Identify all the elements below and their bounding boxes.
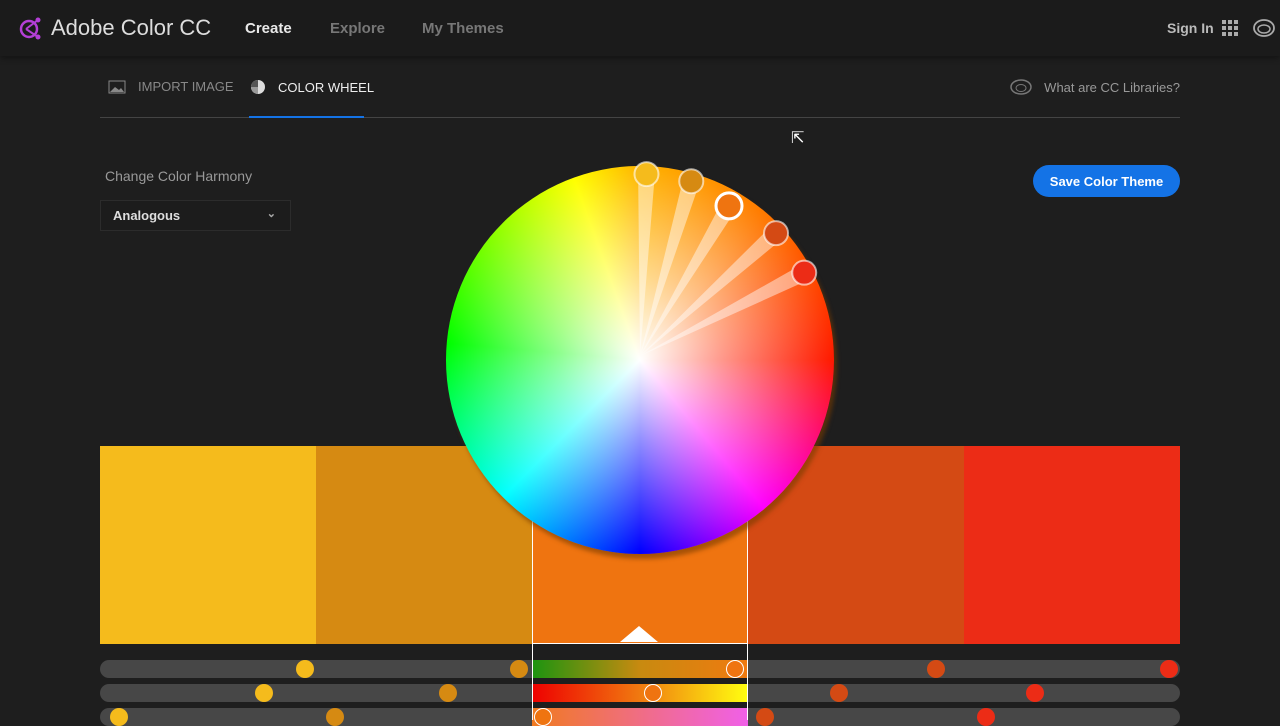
slider-handle[interactable] xyxy=(296,660,315,678)
sign-in-link[interactable]: Sign In xyxy=(1167,20,1214,36)
slider-handle[interactable] xyxy=(1026,684,1045,702)
save-color-theme-button[interactable]: Save Color Theme xyxy=(1033,165,1180,197)
slider-handle[interactable] xyxy=(726,660,745,678)
active-tab-indicator xyxy=(249,116,364,118)
creative-cloud-icon xyxy=(1010,79,1032,95)
mouse-cursor-icon: ⇱ xyxy=(791,130,805,147)
slider-handle[interactable] xyxy=(829,684,848,702)
chevron-down-icon: ⌄ xyxy=(266,208,276,220)
nav-my-themes[interactable]: My Themes xyxy=(422,20,504,37)
harmony-label: Change Color Harmony xyxy=(105,168,253,184)
slider-handle[interactable] xyxy=(756,708,775,726)
cc-libraries-text: What are CC Libraries? xyxy=(1044,79,1180,95)
nav-explore[interactable]: Explore xyxy=(330,20,386,37)
cc-libraries-link[interactable]: What are CC Libraries? xyxy=(1010,79,1180,95)
top-bar: Adobe Color CC Create Explore My Themes … xyxy=(0,0,1280,56)
swatch-1[interactable] xyxy=(100,446,316,644)
active-swatch-indicator xyxy=(620,626,658,642)
harmony-value: Analogous xyxy=(113,208,181,223)
creative-cloud-icon[interactable] xyxy=(1252,17,1276,39)
slider-handle[interactable] xyxy=(976,708,995,726)
mode-tabs: IMPORT IMAGE COLOR WHEEL What are CC Lib… xyxy=(100,70,1180,118)
swatch-5[interactable] xyxy=(964,446,1180,644)
slider-handle[interactable] xyxy=(438,684,457,702)
slider-handle[interactable] xyxy=(643,684,662,702)
image-icon xyxy=(108,80,126,93)
slider-row-2 xyxy=(100,684,1180,702)
brand-title[interactable]: Adobe Color CC xyxy=(51,15,212,40)
color-wheel-icon xyxy=(251,80,265,94)
color-wheel[interactable] xyxy=(446,166,834,554)
adobe-color-logo-icon[interactable] xyxy=(18,16,42,40)
active-column-outline xyxy=(532,644,748,720)
tab-color-wheel[interactable]: COLOR WHEEL xyxy=(250,79,374,95)
nav-create[interactable]: Create xyxy=(245,20,292,37)
active-slider-gradient xyxy=(532,660,748,678)
slider-handle[interactable] xyxy=(926,660,945,678)
slider-row-1 xyxy=(100,660,1180,678)
slider-handle[interactable] xyxy=(326,708,345,726)
tab-import-image[interactable]: IMPORT IMAGE xyxy=(108,79,234,94)
slider-handle[interactable] xyxy=(255,684,274,702)
tab-label: IMPORT IMAGE xyxy=(138,79,234,94)
apps-grid-icon[interactable] xyxy=(1222,20,1238,36)
harmony-select[interactable]: Analogous ⌄ xyxy=(100,200,291,231)
slider-handle[interactable] xyxy=(510,660,529,678)
slider-handle[interactable] xyxy=(1160,660,1179,678)
active-slider-gradient xyxy=(532,684,748,702)
tab-label: COLOR WHEEL xyxy=(278,79,375,95)
slider-handle[interactable] xyxy=(110,708,129,726)
